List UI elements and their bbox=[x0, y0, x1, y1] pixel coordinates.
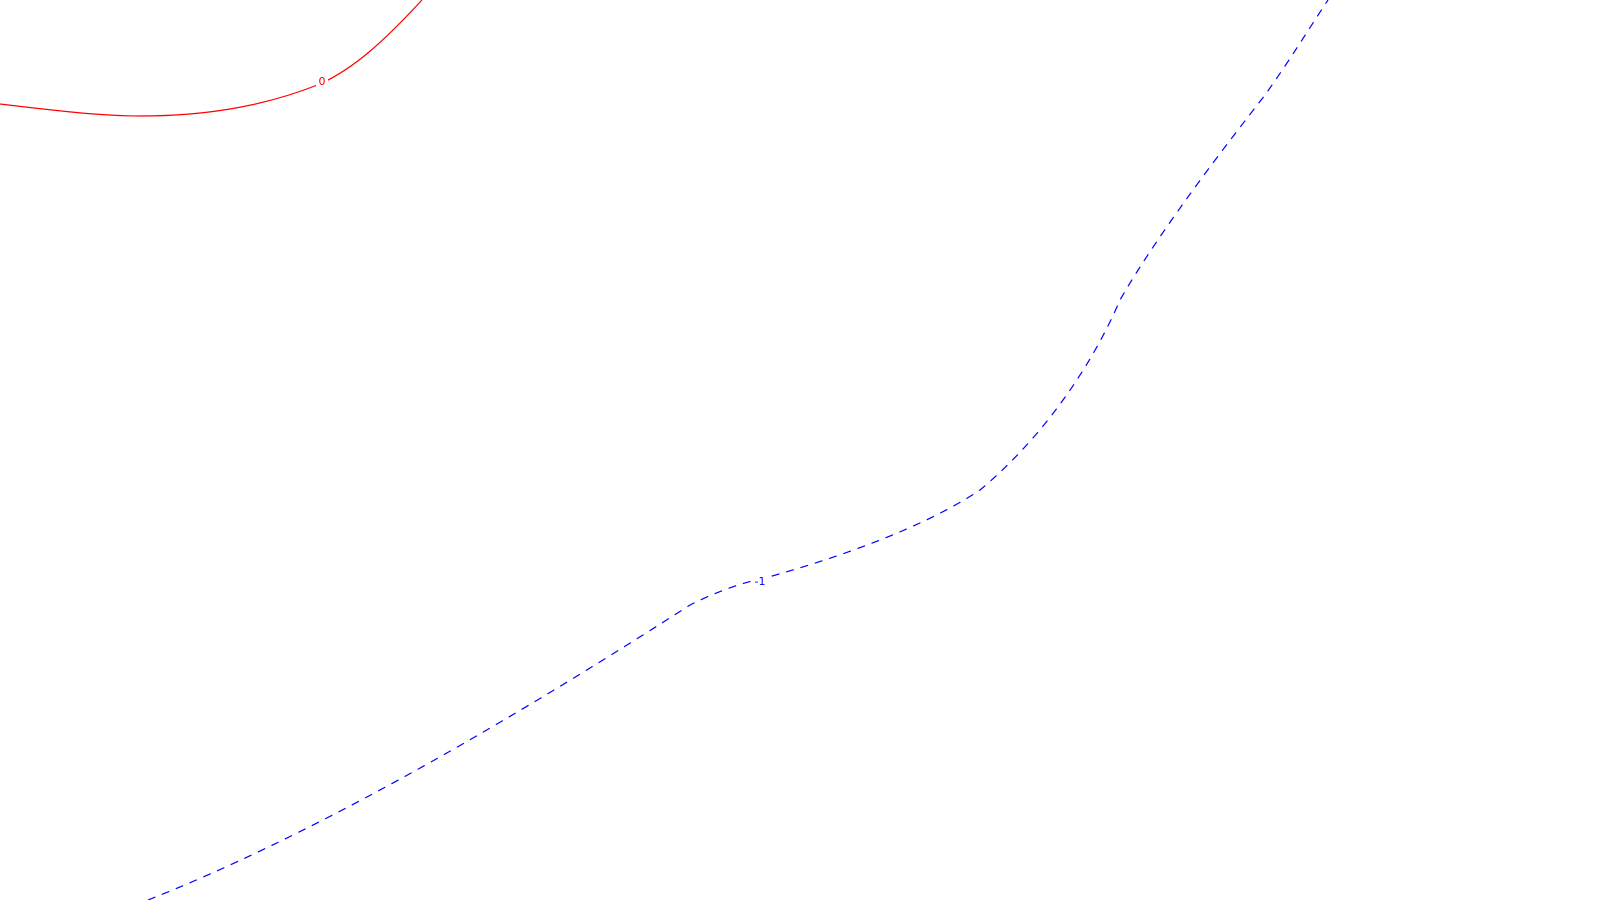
contour-line-neg1 bbox=[147, 0, 1329, 900]
contour-label-background-neg1 bbox=[752, 573, 768, 587]
contour-label-background-0 bbox=[316, 73, 328, 87]
contour-label-neg1: -1 bbox=[755, 575, 766, 588]
contour-label-0: 0 bbox=[319, 75, 326, 88]
contour-line-0 bbox=[0, 0, 423, 117]
